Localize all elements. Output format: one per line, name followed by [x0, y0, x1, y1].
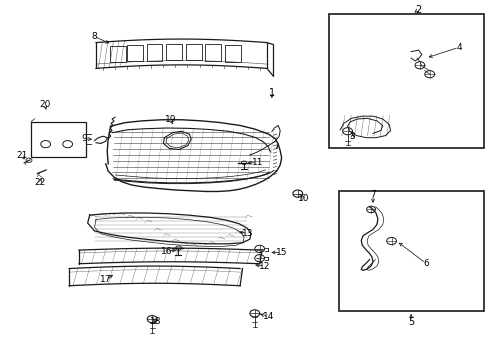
Text: 22: 22 — [34, 178, 46, 187]
Text: 11: 11 — [251, 158, 263, 167]
Text: 8: 8 — [92, 32, 98, 41]
Text: 14: 14 — [263, 312, 274, 321]
Text: 16: 16 — [161, 247, 172, 256]
Text: 15: 15 — [276, 248, 288, 257]
Bar — [110, 46, 126, 62]
Bar — [147, 44, 162, 60]
Text: 10: 10 — [298, 194, 309, 203]
Text: 13: 13 — [242, 229, 253, 238]
Text: 5: 5 — [408, 317, 414, 327]
Bar — [339, 191, 485, 311]
Text: 18: 18 — [150, 317, 162, 326]
Bar — [329, 14, 485, 148]
Text: 6: 6 — [423, 259, 429, 268]
Text: 9: 9 — [81, 134, 87, 143]
Text: 12: 12 — [259, 262, 270, 271]
Text: 4: 4 — [456, 43, 462, 52]
Text: 2: 2 — [416, 5, 421, 15]
Bar — [186, 44, 201, 60]
Bar — [127, 45, 143, 61]
Text: 3: 3 — [350, 132, 355, 141]
Text: 20: 20 — [39, 100, 50, 109]
Bar — [31, 122, 86, 157]
Text: 7: 7 — [370, 190, 376, 199]
Text: 17: 17 — [100, 275, 112, 284]
Text: 1: 1 — [269, 88, 275, 98]
Bar — [225, 45, 241, 62]
Bar — [205, 44, 221, 61]
Text: 19: 19 — [165, 115, 176, 124]
Text: 21: 21 — [17, 151, 28, 160]
Bar — [166, 44, 182, 60]
